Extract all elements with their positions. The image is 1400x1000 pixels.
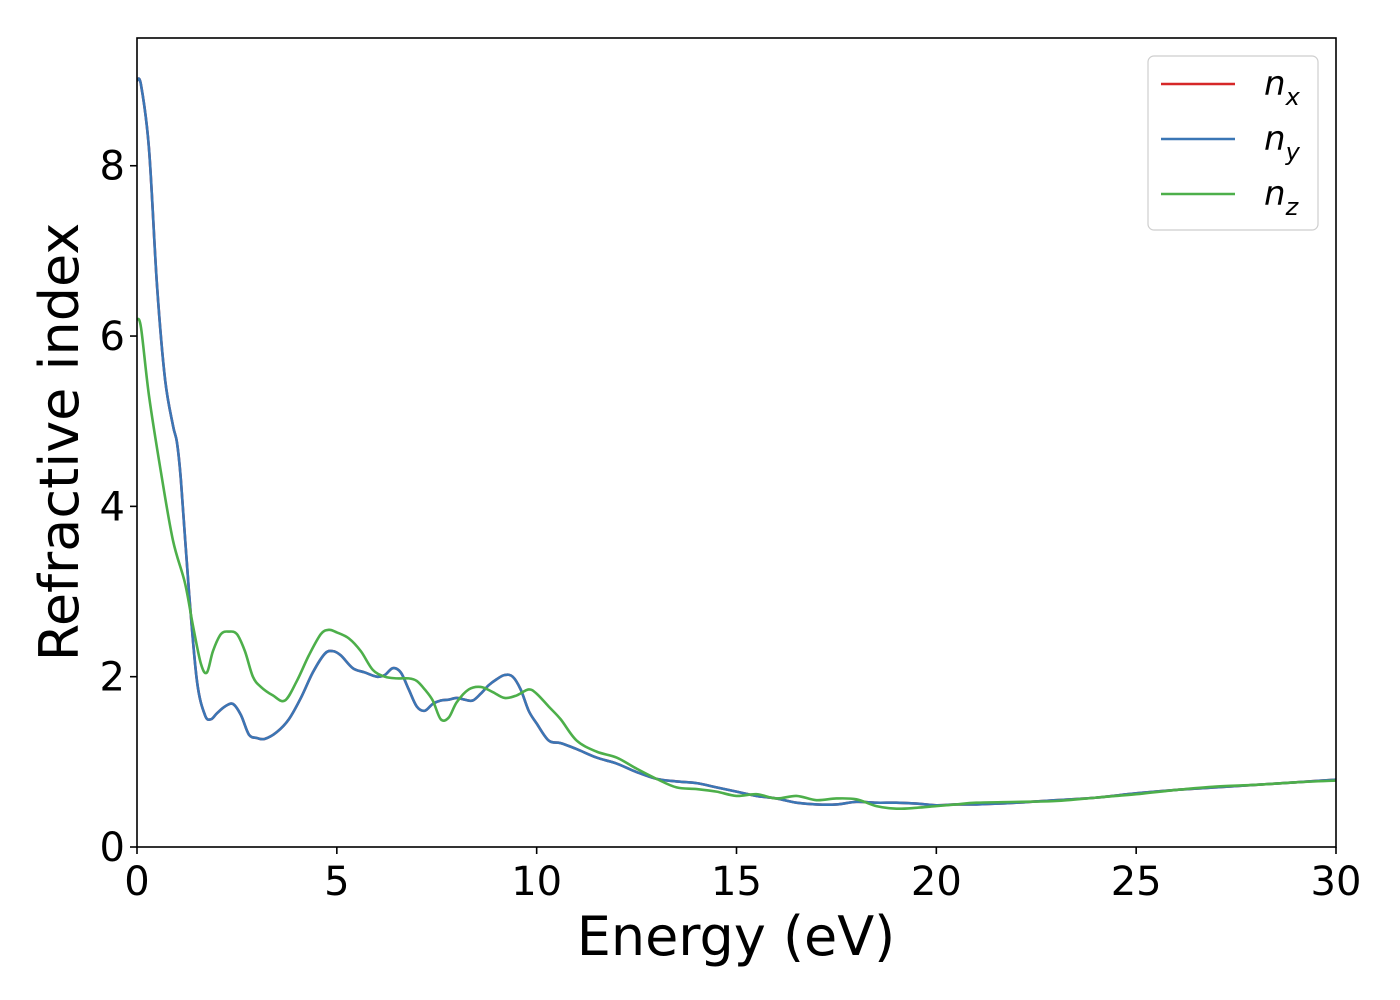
x-tick-label: 30 bbox=[1311, 859, 1362, 905]
x-tick-label: 0 bbox=[124, 859, 149, 905]
legend-label-sub: y bbox=[1285, 138, 1301, 166]
y-tick-label: 8 bbox=[100, 144, 125, 190]
legend-label-main: n bbox=[1264, 174, 1286, 214]
y-axis-title: Refractive index bbox=[28, 223, 91, 662]
legend-label-y: ny bbox=[1264, 119, 1301, 166]
legend-label-sub: z bbox=[1285, 193, 1300, 221]
x-tick-label: 10 bbox=[511, 859, 562, 905]
x-tick-label: 5 bbox=[324, 859, 349, 905]
y-tick-label: 6 bbox=[100, 314, 125, 360]
legend-label-sub: x bbox=[1285, 83, 1301, 111]
legend-label-main: n bbox=[1264, 64, 1286, 104]
x-tick-label: 25 bbox=[1111, 859, 1162, 905]
series-line-z bbox=[137, 317, 1336, 811]
legend-label-x: nx bbox=[1264, 64, 1301, 111]
x-axis-ticks: 0 5 10 15 20 25 30 bbox=[124, 847, 1361, 905]
series-layer bbox=[137, 77, 1336, 811]
y-tick-label: 2 bbox=[100, 655, 125, 701]
legend-label-main: n bbox=[1264, 119, 1286, 159]
legend-box bbox=[1147, 55, 1319, 231]
y-tick-label: 0 bbox=[100, 825, 125, 871]
y-axis-ticks: 0 2 4 6 8 bbox=[100, 144, 137, 871]
x-tick-label: 20 bbox=[911, 859, 962, 905]
legend-label-z: nz bbox=[1264, 174, 1300, 221]
x-tick-label: 15 bbox=[711, 859, 762, 905]
y-tick-label: 4 bbox=[100, 484, 125, 530]
series-line-y bbox=[137, 77, 1336, 807]
x-axis-title: Energy (eV) bbox=[577, 905, 896, 968]
